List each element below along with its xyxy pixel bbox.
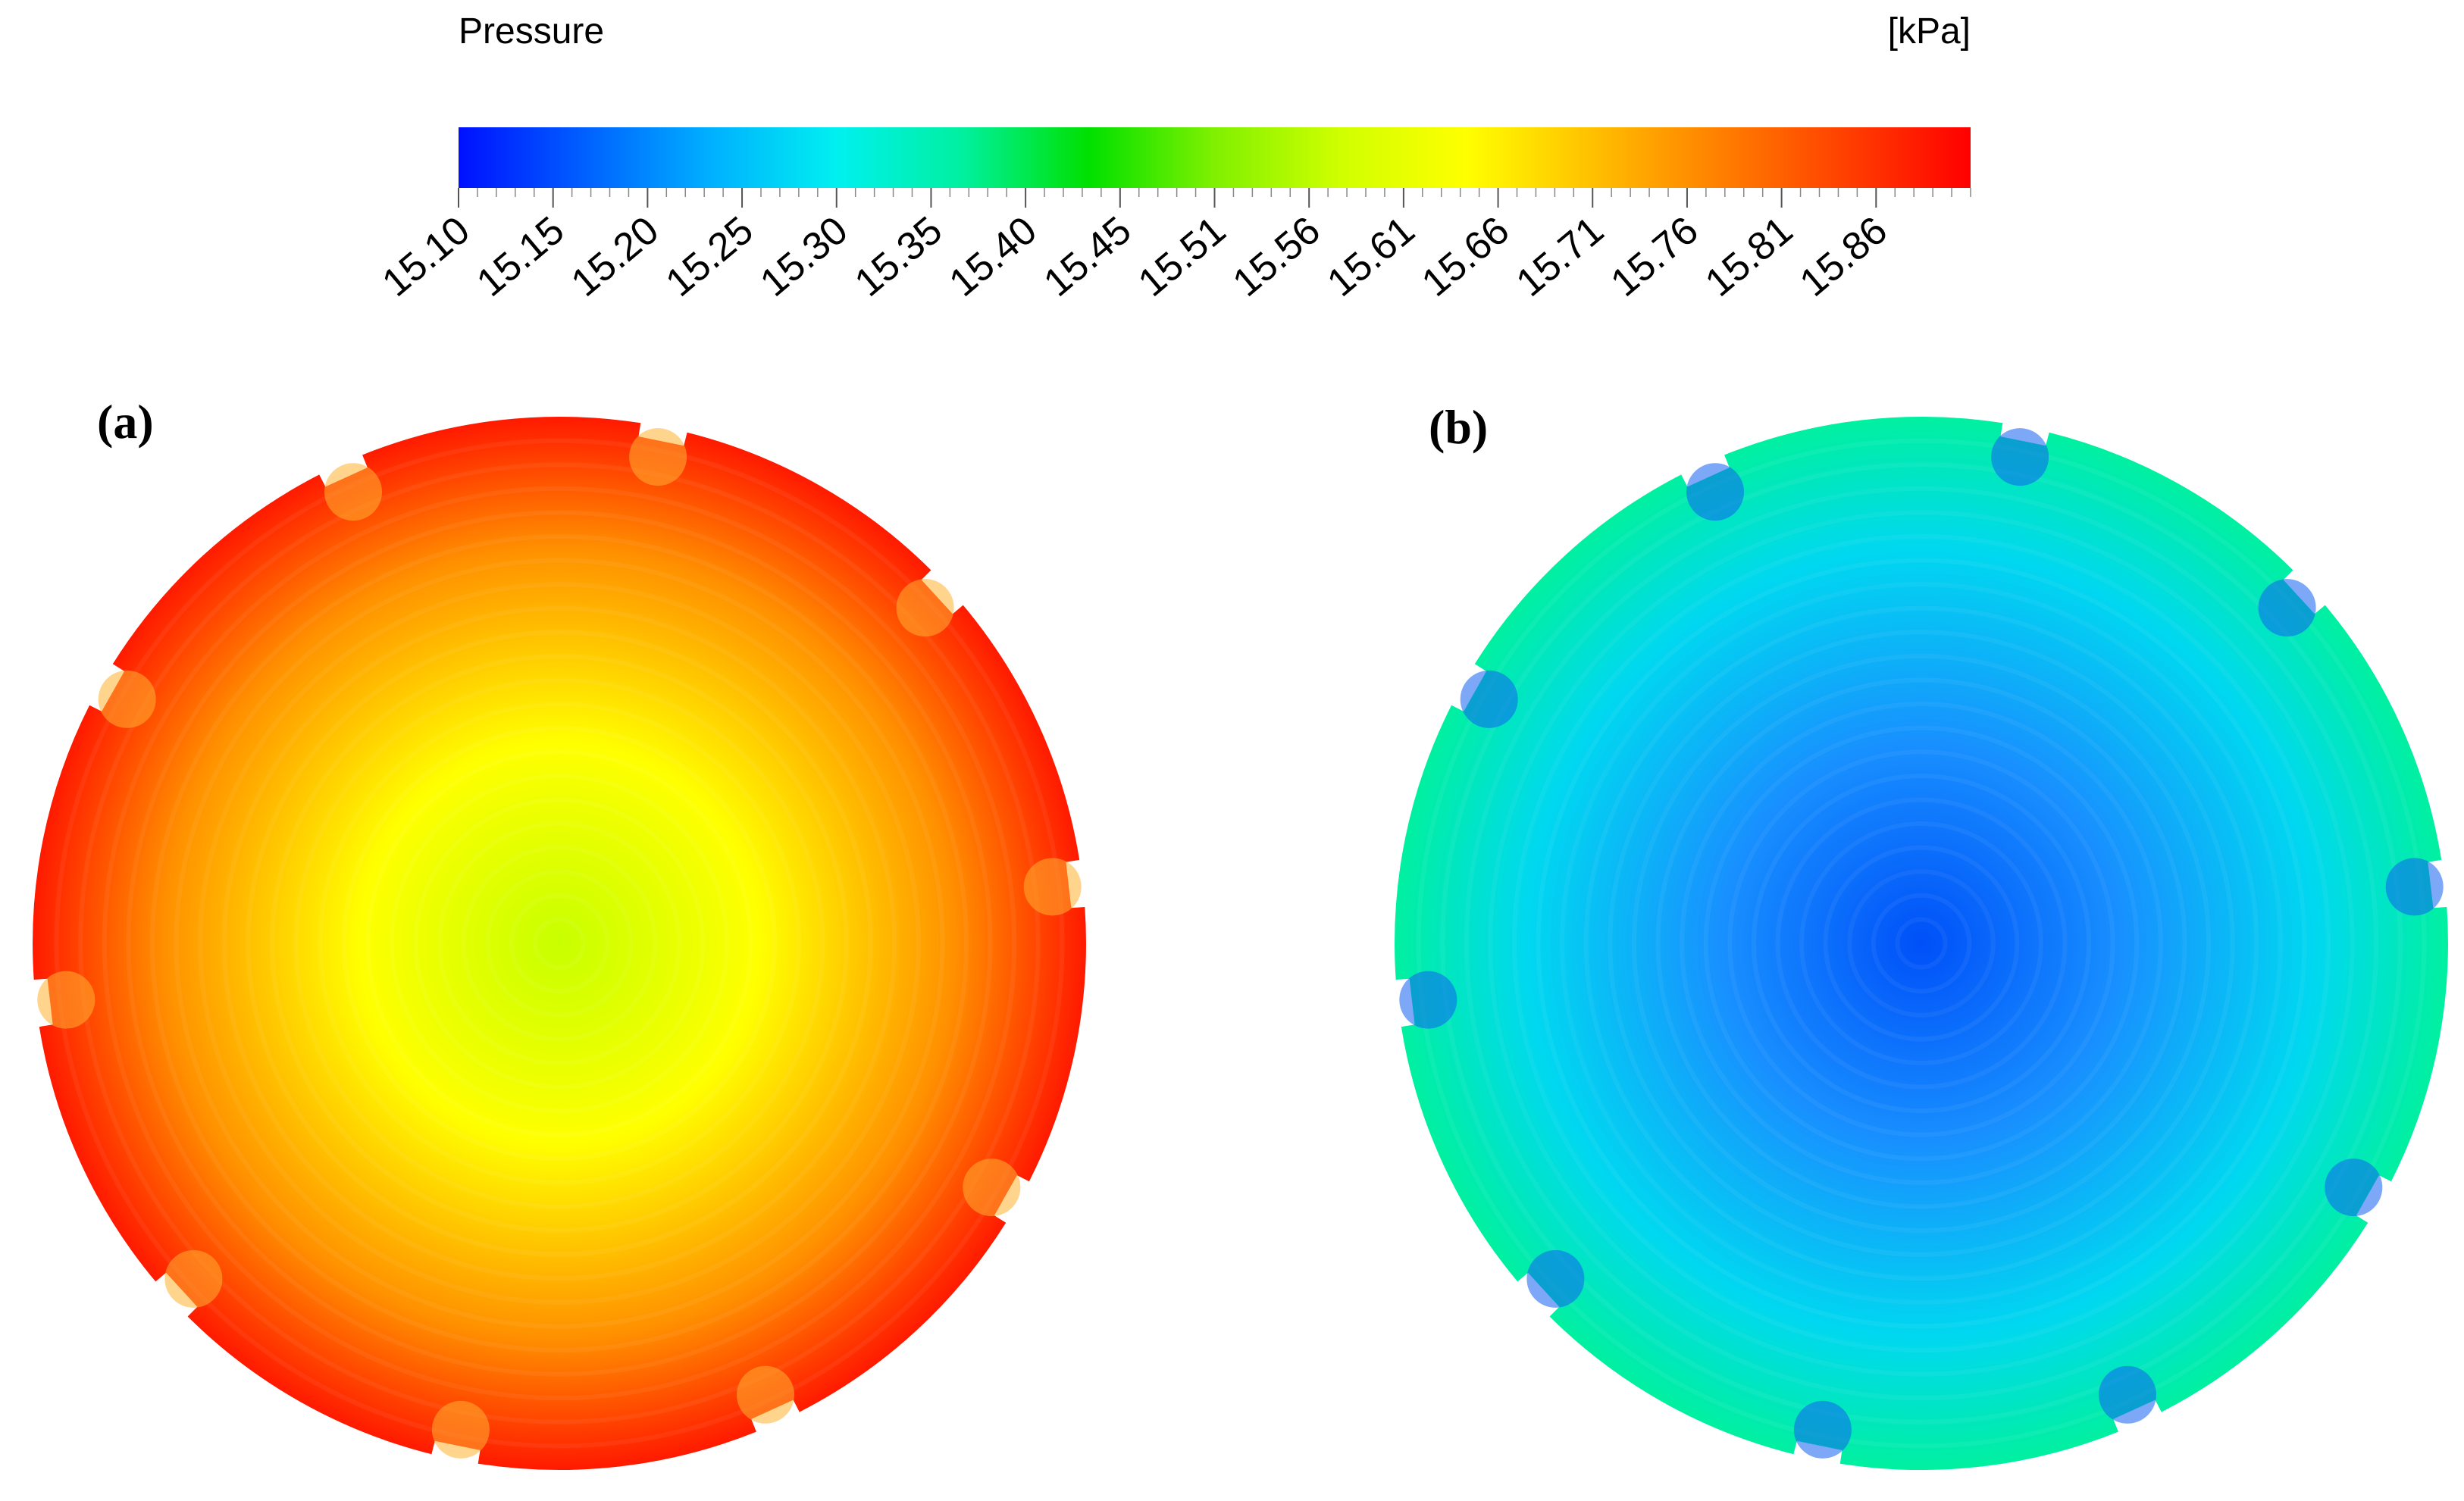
panel-b-label: (b): [1429, 400, 1488, 454]
notch-region: [1399, 971, 1457, 1029]
pressure-contour-disk-b: [1395, 416, 2448, 1471]
colorbar-tick-labels: 15.1015.1515.2015.2515.3015.3515.4015.45…: [374, 188, 1896, 305]
contour-band: [1727, 749, 2115, 1137]
contour-band: [1464, 486, 2379, 1401]
contour-band: [269, 653, 850, 1234]
contour-band: [1680, 702, 2163, 1185]
contour-band: [485, 869, 634, 1018]
colorbar-tick-label: 15.40: [941, 208, 1045, 305]
contour-band: [533, 917, 586, 970]
contour-band: [1751, 773, 2092, 1114]
contour-band: [413, 797, 706, 1090]
notch-region: [1793, 1400, 1852, 1459]
pressure-contour-disk-a: [33, 416, 1086, 1471]
colorbar-tick-label: 15.45: [1036, 208, 1140, 305]
contour-field: [1395, 416, 2448, 1471]
notch-region: [164, 1249, 223, 1308]
legend-title: Pressure: [459, 11, 604, 52]
colorbar-tick-label: 15.35: [847, 208, 950, 305]
contour-band: [246, 630, 873, 1257]
contour-band: [198, 582, 921, 1305]
contour-band: [1799, 821, 2043, 1065]
colorbar-tick-label: 15.30: [752, 208, 856, 305]
colorbar-legend: Pressure [kPa] 15.1015.1515.2015.2515.30…: [374, 11, 1971, 305]
contour-band: [126, 510, 993, 1377]
panel-a-label: (a): [97, 395, 154, 449]
notch-region: [737, 1365, 794, 1424]
colorbar: [459, 127, 1971, 188]
notch-region: [2258, 579, 2316, 637]
contour-band: [1775, 797, 2068, 1090]
colorbar-tick-label: 15.10: [374, 208, 478, 305]
contour-band: [1440, 462, 2403, 1424]
colorbar-tick-label: 15.76: [1603, 208, 1707, 305]
notch-region: [1686, 463, 1744, 521]
colorbar-tick-label: 15.56: [1225, 208, 1329, 305]
contour-band: [221, 605, 897, 1281]
contour-band: [150, 534, 969, 1352]
contour-band: [461, 845, 658, 1042]
legend-unit: [kPa]: [1888, 11, 1971, 52]
notch-region: [431, 1400, 490, 1459]
contour-band: [1512, 534, 2331, 1352]
contour-band: [1536, 558, 2307, 1329]
colorbar-tick-label: 15.86: [1792, 208, 1896, 305]
contour-band: [1655, 677, 2187, 1209]
notch-region: [2099, 1365, 2156, 1424]
contour-band: [1703, 725, 2140, 1162]
contour-field: [33, 416, 1086, 1471]
contour-band: [102, 486, 1017, 1401]
contour-band: [509, 893, 610, 994]
notch-region: [896, 579, 954, 637]
colorbar-tick-label: 15.20: [563, 208, 667, 305]
contour-band: [1895, 917, 1948, 970]
contour-band: [1488, 510, 2355, 1377]
notch-region: [1023, 858, 1082, 916]
colorbar-tick-label: 15.81: [1697, 208, 1801, 305]
notch-region: [2385, 858, 2444, 916]
contour-band: [54, 438, 1065, 1449]
notch-region: [1991, 428, 2049, 486]
colorbar-tick-label: 15.66: [1414, 208, 1517, 305]
contour-band: [341, 725, 778, 1162]
colorbar-tick-label: 15.15: [468, 208, 572, 305]
notch-region: [2325, 1159, 2383, 1217]
contour-band: [365, 749, 753, 1137]
notch-region: [629, 428, 687, 486]
colorbar-tick-label: 15.61: [1320, 208, 1423, 305]
notch-region: [1526, 1249, 1585, 1308]
notch-region: [37, 971, 95, 1029]
contour-band: [1608, 630, 2235, 1257]
colorbar-tick-label: 15.51: [1130, 208, 1234, 305]
colorbar-tick-label: 15.71: [1508, 208, 1612, 305]
contour-band: [1823, 845, 2020, 1042]
contour-band: [389, 773, 730, 1114]
contour-band: [1847, 869, 1996, 1018]
panel-b: (b): [1395, 400, 2448, 1471]
panel-a: (a): [33, 395, 1086, 1471]
contour-band: [437, 821, 681, 1065]
notch-region: [324, 463, 382, 521]
notch-region: [963, 1159, 1021, 1217]
notch-region: [1460, 670, 1518, 728]
notch-region: [98, 670, 156, 728]
contour-band: [1416, 438, 2427, 1449]
colorbar-tick-label: 15.25: [658, 208, 762, 305]
contour-band: [174, 558, 945, 1329]
contour-band: [293, 677, 825, 1209]
contour-band: [318, 702, 801, 1185]
contour-band: [1871, 893, 1972, 994]
contour-band: [1583, 605, 2259, 1281]
contour-band: [1560, 582, 2283, 1305]
contour-band: [78, 462, 1041, 1424]
contour-band: [1631, 653, 2212, 1234]
